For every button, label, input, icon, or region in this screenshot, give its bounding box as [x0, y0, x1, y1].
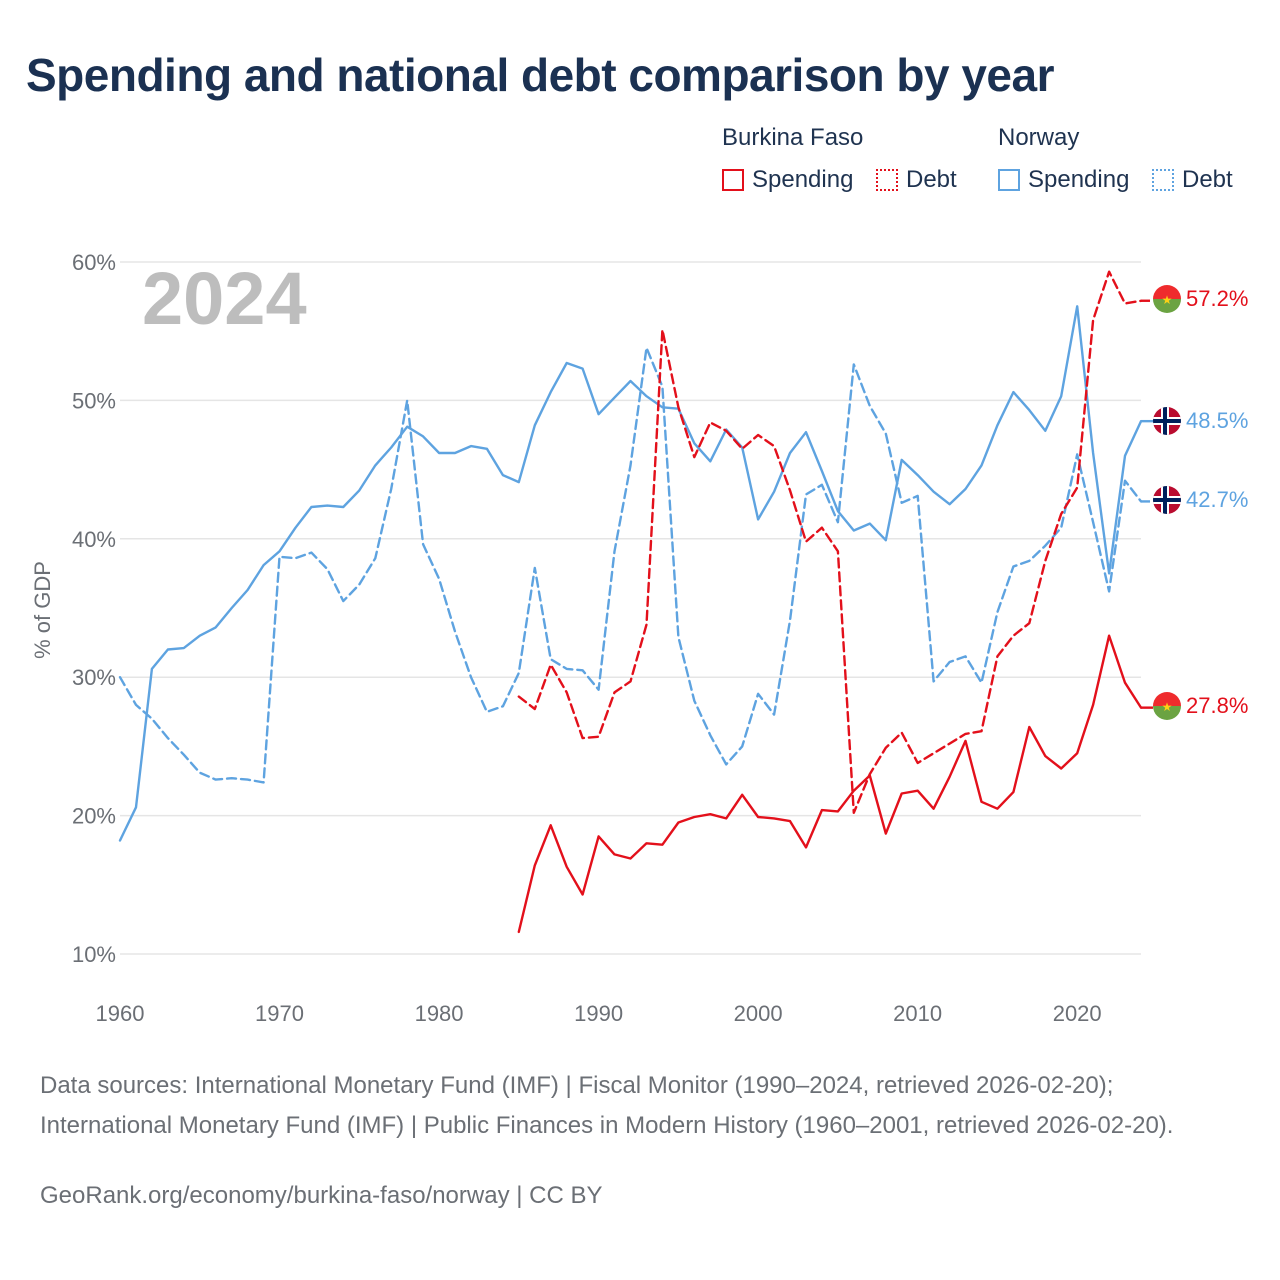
end-label-norway-spending: 48.5%	[1186, 408, 1248, 433]
swatch-burkina-debt	[876, 169, 898, 191]
burkina-faso-flag-icon: ★	[1153, 692, 1181, 720]
legend-item-burkina-spending[interactable]: Spending	[722, 166, 853, 194]
chart-title: Spending and national debt comparison by…	[26, 49, 1055, 101]
y-axis-title: % of GDP	[30, 561, 55, 659]
series-line-burkina-faso-debt[interactable]	[517, 270, 1143, 814]
end-label-burkina-spending: 27.8%	[1186, 693, 1248, 718]
swatch-burkina-spending	[722, 169, 744, 191]
legend-country-label: Norway	[998, 124, 1080, 151]
legend-item-label: Spending	[752, 166, 854, 193]
legend-item-label: Debt	[1182, 166, 1233, 193]
legend-burkina-faso: Burkina Faso Spending Debt	[722, 124, 957, 193]
end-label-burkina-debt: 57.2%	[1186, 286, 1248, 311]
year-watermark: 2024	[142, 257, 307, 340]
norway-flag-icon	[1153, 407, 1181, 435]
x-tick-label: 2020	[1053, 1001, 1102, 1026]
y-tick-label: 10%	[72, 942, 116, 967]
svg-text:★: ★	[1162, 700, 1173, 714]
series-line-norway-debt[interactable]	[118, 346, 1143, 784]
gridlines	[120, 261, 1141, 955]
x-axis-ticks: 1960 1970 1980 1990 2000 2010 2020	[96, 1001, 1102, 1026]
swatch-norway-spending	[998, 169, 1020, 191]
y-tick-label: 30%	[72, 665, 116, 690]
svg-text:★: ★	[1162, 293, 1173, 307]
x-tick-label: 2000	[734, 1001, 783, 1026]
x-tick-label: 1970	[255, 1001, 304, 1026]
series-lines	[118, 270, 1153, 934]
legend-item-label: Debt	[906, 166, 957, 193]
legend-item-label: Spending	[1028, 166, 1130, 193]
x-tick-label: 2010	[893, 1001, 942, 1026]
x-tick-label: 1990	[574, 1001, 623, 1026]
line-chart: 10% 20% 30% 40% 50% 60% 1960 1970 1980 1990 2000 2…	[30, 250, 1248, 1026]
y-tick-label: 60%	[72, 250, 116, 275]
series-line-burkina-faso-spending[interactable]	[517, 634, 1143, 934]
y-axis-ticks: 10% 20% 30% 40% 50% 60%	[72, 250, 116, 967]
x-tick-label: 1960	[96, 1001, 145, 1026]
legend-item-norway-spending[interactable]: Spending	[998, 166, 1129, 194]
burkina-faso-flag-icon: ★	[1153, 285, 1181, 313]
y-tick-label: 40%	[72, 527, 116, 552]
y-tick-label: 50%	[72, 388, 116, 413]
data-sources: Data sources: International Monetary Fun…	[40, 1072, 1174, 1139]
norway-flag-icon	[1153, 486, 1181, 514]
credit-link[interactable]: GeoRank.org/economy/burkina-faso/norway …	[40, 1182, 603, 1209]
end-label-norway-debt: 42.7%	[1186, 487, 1248, 512]
x-tick-label: 1980	[415, 1001, 464, 1026]
series-line-norway-spending[interactable]	[118, 305, 1143, 842]
legend-item-norway-debt[interactable]: Debt	[1152, 166, 1233, 194]
y-tick-label: 20%	[72, 804, 116, 829]
legend-norway: Norway Spending Debt	[998, 124, 1233, 193]
legend-item-burkina-debt[interactable]: Debt	[876, 166, 957, 194]
legend-country-label: Burkina Faso	[722, 124, 864, 151]
swatch-norway-debt	[1152, 169, 1174, 191]
